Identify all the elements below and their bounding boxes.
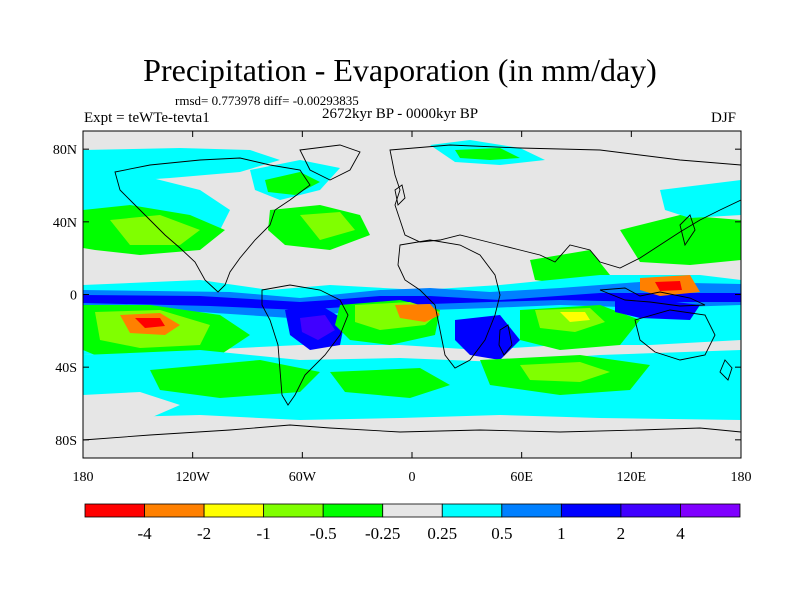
band-wpacific-green	[620, 215, 741, 265]
band-maritime-red	[655, 281, 682, 291]
map-panel: 80N 40N 0 40S 80S 180 120W 60W 0 60E 120E 180	[53, 130, 752, 485]
coastline-north-america	[114, 157, 311, 293]
lon-tick-label: 60W	[289, 470, 317, 485]
experiment-label: Expt = teWTe-tevta1	[84, 110, 210, 126]
rmsd-diff-stats: rmsd= 0.773978 diff= -0.00293835	[175, 93, 359, 108]
band-africa-blue	[455, 315, 520, 360]
colorbar-label: 0.25	[427, 524, 457, 543]
colorbar-box	[620, 503, 681, 518]
band-wpacific-cyan	[660, 180, 741, 218]
lon-tick-label: 120E	[617, 470, 647, 485]
lat-tick-label: 0	[70, 289, 77, 304]
lat-tick-label: 40N	[53, 216, 77, 231]
coastline-japan	[679, 214, 696, 247]
coastline-new-zealand	[719, 359, 733, 381]
coastline-africa	[397, 239, 501, 369]
colorbar-box	[203, 503, 265, 518]
lon-tick-label: 0	[409, 470, 416, 485]
colorbar-box	[322, 503, 384, 518]
coastline-greenland	[299, 144, 361, 181]
colorbar-box	[501, 503, 562, 518]
colorbar: -4 -2 -1 -0.5 -0.25 0.25 0.5 1 2 4	[84, 503, 741, 543]
band-satlantic-orange	[395, 304, 440, 322]
lon-tick-label: 180	[73, 470, 94, 485]
colorbar-box	[680, 503, 741, 518]
band-sindian-yellow	[560, 312, 590, 322]
coastline-madagascar	[498, 324, 513, 356]
lon-tick-label: 180	[731, 470, 752, 485]
band-southern-gray-holes	[83, 392, 180, 418]
band-samerica-deepblue	[300, 315, 335, 340]
coastlines	[83, 144, 741, 441]
lon-tick-label: 120W	[176, 470, 211, 485]
coastline-antarctica	[83, 424, 741, 441]
coastline-australia	[634, 309, 716, 361]
colorbar-label: -1	[257, 524, 271, 543]
band-southern-lime	[520, 362, 610, 382]
colorbar-label: 4	[676, 524, 685, 543]
coastline-uk	[394, 184, 406, 206]
map-title: Precipitation - Evaporation (in mm/day)	[143, 52, 657, 88]
period-label: 2672kyr BP - 0000kyr BP	[322, 106, 479, 122]
colorbar-box	[84, 503, 145, 518]
colorbar-label: 2	[617, 524, 626, 543]
colorbar-box	[144, 503, 205, 518]
axis-ticks: 80N 40N 0 40S 80S 180 120W 60W 0 60E 120E 180	[53, 131, 752, 485]
field-contours	[83, 140, 741, 420]
band-nw-atlantic-green	[265, 172, 320, 195]
band-itcz-darkblue	[83, 293, 741, 310]
band-southern-green-3	[330, 368, 450, 398]
season-label: DJF	[711, 110, 737, 126]
lon-tick-label: 60E	[510, 470, 533, 485]
lat-tick-label: 80N	[53, 143, 77, 158]
colorbar-label: 0.5	[491, 524, 512, 543]
colorbar-box	[560, 503, 622, 518]
band-natlantic-lime	[300, 212, 355, 240]
colorbar-box	[263, 503, 324, 518]
colorbar-box	[441, 503, 503, 518]
coastline-south-america	[261, 284, 349, 406]
lat-tick-label: 80S	[55, 434, 77, 449]
colorbar-label: -4	[137, 524, 152, 543]
colorbar-label: -0.25	[365, 524, 400, 543]
coastline-eurasia	[389, 144, 741, 269]
lat-tick-label: 40S	[55, 361, 77, 376]
colorbar-label: -0.5	[310, 524, 337, 543]
band-southern-green-1	[150, 360, 320, 398]
band-npacific-lime	[110, 215, 200, 245]
colorbar-box	[382, 503, 443, 518]
band-arctic-green	[455, 148, 520, 160]
band-maritime-darkblue	[615, 300, 700, 320]
band-epacific-red	[135, 318, 165, 328]
colorbar-label: 1	[557, 524, 566, 543]
coastline-indonesia	[599, 287, 706, 307]
colorbar-label: -2	[197, 524, 211, 543]
